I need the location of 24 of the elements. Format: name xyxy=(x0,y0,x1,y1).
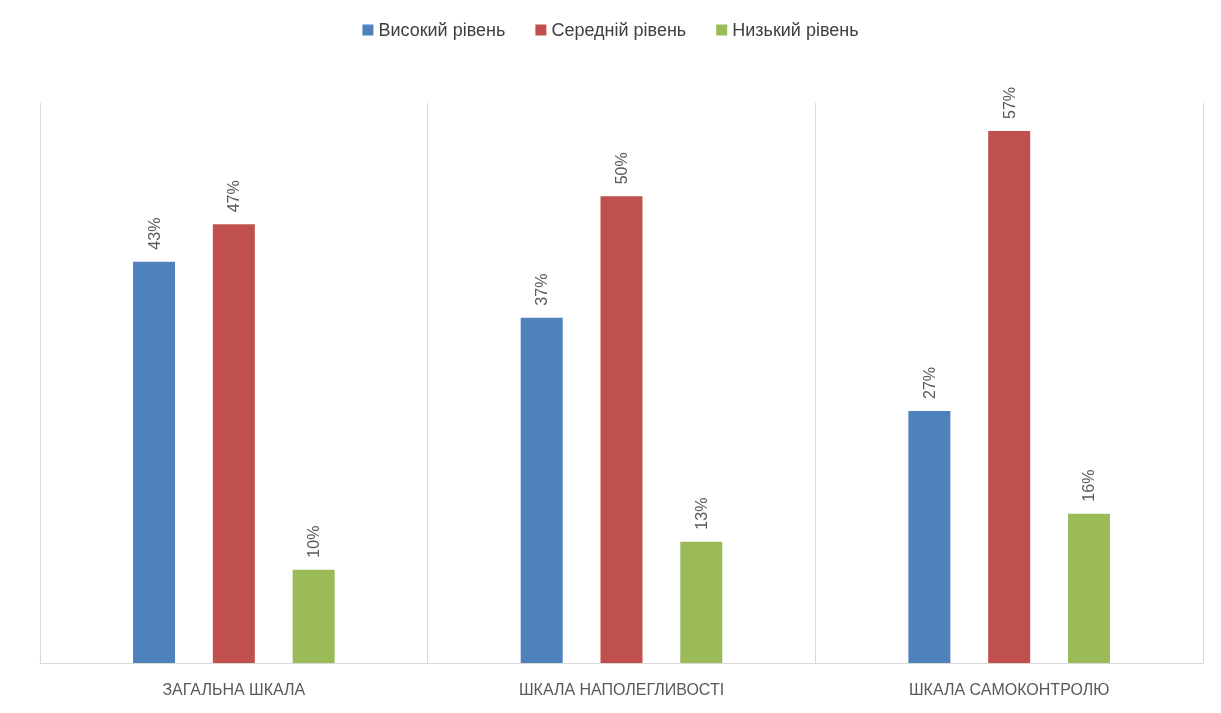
data-label: 13% xyxy=(692,497,710,530)
data-label: 37% xyxy=(533,273,551,306)
bar xyxy=(600,196,643,663)
bar xyxy=(292,569,335,663)
bar xyxy=(212,224,255,663)
x-tick-label: ШКАЛА НАПОЛЕГЛИВОСТІ xyxy=(518,680,725,698)
data-label: 16% xyxy=(1080,469,1098,502)
x-tick-label: ЗАГАЛЬНА ШКАЛА xyxy=(162,680,306,698)
data-label: 47% xyxy=(225,180,243,213)
legend-label: Середній рівень xyxy=(551,20,687,40)
data-label: 57% xyxy=(1000,86,1018,119)
bar xyxy=(908,411,951,663)
bar xyxy=(988,131,1031,663)
data-label: 50% xyxy=(613,152,630,185)
data-label: 43% xyxy=(145,217,163,250)
bar xyxy=(1067,513,1110,663)
data-label: 10% xyxy=(305,525,323,558)
bar xyxy=(680,541,723,663)
bar xyxy=(133,261,176,663)
legend-label: Низький рівень xyxy=(732,20,859,40)
data-label: 27% xyxy=(920,366,938,399)
bar xyxy=(520,317,563,663)
legend-label: Високий рівень xyxy=(378,20,506,40)
x-tick-label: ШКАЛА САМОКОНТРОЛЮ xyxy=(908,680,1110,698)
